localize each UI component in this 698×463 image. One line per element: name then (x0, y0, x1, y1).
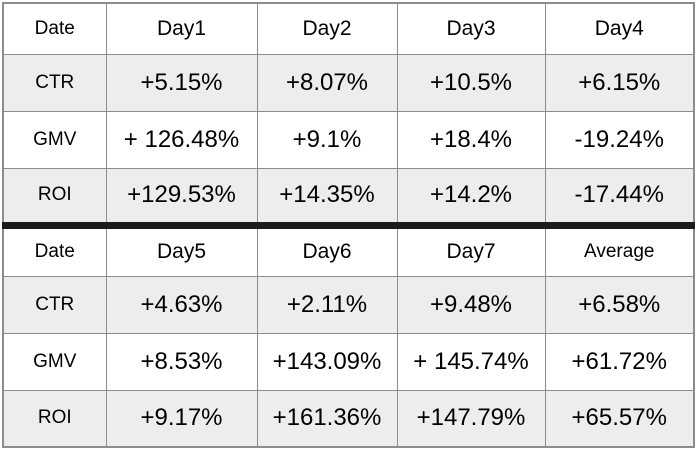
header-cell: Day7 (396, 221, 546, 277)
value-cell: +129.53% (105, 167, 258, 226)
value-cell: -19.24% (544, 110, 695, 169)
row-label-cell: GMV (2, 110, 107, 169)
table-row: GMV + 126.48% +9.1% +18.4% -19.24% (2, 110, 695, 169)
table-row: CTR +4.63% +2.11% +9.48% +6.58% (2, 275, 695, 334)
value-cell: +65.57% (544, 389, 695, 448)
value-cell: +9.48% (396, 275, 546, 334)
table-row: CTR +5.15% +8.07% +10.5% +6.15% (2, 53, 695, 112)
page: Date Day1 Day2 Day3 Day4 CTR +5.15% +8.0… (2, 2, 695, 448)
value-cell: +9.1% (256, 110, 398, 169)
row-label-cell: CTR (2, 275, 107, 334)
table-row: Date Day5 Day6 Day7 Average (2, 221, 695, 277)
section-week1: Date Day1 Day2 Day3 Day4 CTR +5.15% +8.0… (2, 2, 695, 226)
value-cell: +161.36% (256, 389, 398, 448)
table-row: Date Day1 Day2 Day3 Day4 (2, 2, 695, 55)
header-cell: Date (2, 221, 107, 277)
header-cell: Day4 (544, 2, 695, 55)
value-cell: +5.15% (105, 53, 258, 112)
row-label-cell: ROI (2, 389, 107, 448)
header-cell-average: Average (544, 221, 695, 277)
value-cell: +9.17% (105, 389, 258, 448)
value-cell: +143.09% (256, 332, 398, 391)
value-cell: -17.44% (544, 167, 695, 226)
value-cell: + 126.48% (105, 110, 258, 169)
header-cell: Day1 (105, 2, 258, 55)
value-cell: +61.72% (544, 332, 695, 391)
header-cell: Day2 (256, 2, 398, 55)
section-week2: Date Day5 Day6 Day7 Average CTR +4.63% +… (2, 221, 695, 448)
header-cell: Day6 (256, 221, 398, 277)
value-cell: +8.07% (256, 53, 398, 112)
metrics-table: Date Day1 Day2 Day3 Day4 CTR +5.15% +8.0… (2, 2, 695, 448)
value-cell: +14.35% (256, 167, 398, 226)
value-cell: +6.15% (544, 53, 695, 112)
header-cell: Day5 (105, 221, 258, 277)
row-label-cell: ROI (2, 167, 107, 226)
value-cell: +4.63% (105, 275, 258, 334)
value-cell: +2.11% (256, 275, 398, 334)
header-cell: Day3 (396, 2, 546, 55)
table-row: ROI +129.53% +14.35% +14.2% -17.44% (2, 167, 695, 226)
row-label-cell: GMV (2, 332, 107, 391)
value-cell: +8.53% (105, 332, 258, 391)
value-cell: +18.4% (396, 110, 546, 169)
value-cell: +14.2% (396, 167, 546, 226)
value-cell: + 145.74% (396, 332, 546, 391)
value-cell: +6.58% (544, 275, 695, 334)
value-cell: +147.79% (396, 389, 546, 448)
row-label-cell: CTR (2, 53, 107, 112)
header-cell: Date (2, 2, 107, 55)
table-row: ROI +9.17% +161.36% +147.79% +65.57% (2, 389, 695, 448)
table-row: GMV +8.53% +143.09% + 145.74% +61.72% (2, 332, 695, 391)
value-cell: +10.5% (396, 53, 546, 112)
